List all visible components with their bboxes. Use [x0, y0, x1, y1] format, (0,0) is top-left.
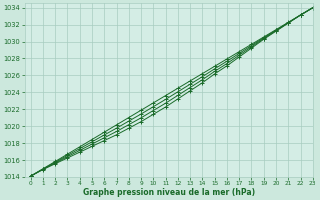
- X-axis label: Graphe pression niveau de la mer (hPa): Graphe pression niveau de la mer (hPa): [83, 188, 255, 197]
